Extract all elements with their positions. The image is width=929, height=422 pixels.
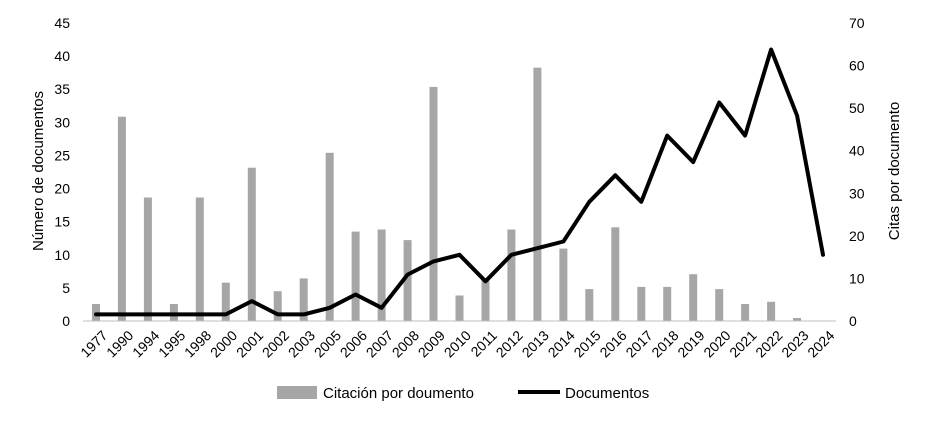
- legend-swatch-bar: [277, 386, 317, 399]
- right-tick-label: 20: [849, 228, 865, 244]
- left-tick-label: 25: [54, 147, 70, 163]
- x-tick-label-2016: 2016: [596, 327, 629, 360]
- x-tick-label-2019: 2019: [674, 327, 707, 360]
- bar-2012: [507, 229, 516, 321]
- x-tick-label-1977: 1977: [77, 327, 110, 360]
- left-axis-title: Número de documentos: [30, 91, 47, 251]
- right-tick-label: 0: [849, 313, 857, 329]
- left-tick-label: 30: [54, 114, 70, 130]
- bar-1994: [143, 197, 152, 321]
- x-tick-label-2024: 2024: [804, 327, 837, 360]
- x-tick-label-2018: 2018: [648, 327, 681, 360]
- left-tick-label: 35: [54, 81, 70, 97]
- legend: Citación por doumento Documentos: [277, 385, 649, 402]
- bar-2020: [715, 289, 724, 321]
- bar-2007: [377, 229, 386, 321]
- x-tick-label-2012: 2012: [493, 327, 526, 360]
- x-tick-label-2013: 2013: [519, 327, 552, 360]
- bar-2019: [689, 274, 698, 321]
- x-tick-label-2017: 2017: [622, 327, 655, 360]
- left-tick-label: 20: [54, 181, 70, 197]
- bar-2013: [533, 67, 542, 321]
- x-tick-label-2003: 2003: [285, 327, 318, 360]
- x-tick-label-2002: 2002: [259, 327, 292, 360]
- bar-2002: [273, 291, 282, 321]
- bar-2011: [481, 278, 490, 321]
- right-tick-label: 30: [849, 185, 865, 201]
- bar-1998: [195, 197, 204, 321]
- left-tick-label: 10: [54, 247, 70, 263]
- x-tick-label-2000: 2000: [207, 327, 240, 360]
- x-tick-label-1998: 1998: [181, 327, 214, 360]
- right-axis-title: Citas por documento: [886, 102, 903, 240]
- right-y-tick-labels: 0 10 20 30 40 50 60 70: [849, 15, 865, 329]
- bar-2003: [299, 278, 308, 321]
- bar-2016: [611, 227, 620, 321]
- bar-2005: [325, 152, 334, 321]
- bar-2009: [429, 86, 438, 322]
- x-tick-label-2011: 2011: [467, 327, 500, 360]
- bar-2018: [663, 286, 672, 321]
- bar-2021: [741, 304, 750, 321]
- bar-2001: [247, 167, 256, 321]
- bar-2000: [221, 282, 230, 321]
- x-tick-label-1994: 1994: [129, 327, 162, 360]
- x-tick-label-2010: 2010: [441, 327, 474, 360]
- left-tick-label: 0: [62, 313, 70, 329]
- bar-2015: [585, 289, 594, 321]
- right-tick-label: 70: [849, 15, 865, 31]
- bar-2017: [637, 286, 646, 321]
- bar-2008: [403, 240, 412, 321]
- right-tick-label: 60: [849, 58, 865, 74]
- bar-2022: [767, 301, 776, 321]
- legend-label-line: Documentos: [565, 385, 649, 402]
- x-tick-label-2014: 2014: [545, 327, 578, 360]
- x-tick-label-2008: 2008: [389, 327, 422, 360]
- x-tick-label-1995: 1995: [155, 327, 188, 360]
- x-tick-label-2001: 2001: [233, 327, 266, 360]
- left-tick-label: 5: [62, 280, 70, 296]
- x-tick-label-1990: 1990: [103, 327, 136, 360]
- x-tick-labels: 1977199019941995199820002001200220032005…: [77, 327, 837, 360]
- right-tick-label: 10: [849, 270, 865, 286]
- bar-1990: [117, 116, 126, 321]
- x-tick-label-2023: 2023: [778, 327, 811, 360]
- bar-2014: [559, 248, 568, 321]
- bar-2006: [351, 231, 360, 321]
- left-tick-label: 40: [54, 48, 70, 64]
- x-tick-label-2009: 2009: [415, 327, 448, 360]
- x-tick-label-2006: 2006: [337, 327, 370, 360]
- x-tick-label-2020: 2020: [700, 327, 733, 360]
- x-tick-label-2015: 2015: [570, 327, 603, 360]
- right-tick-label: 50: [849, 100, 865, 116]
- bar-series-group: [92, 67, 802, 322]
- x-tick-label-2022: 2022: [752, 327, 785, 360]
- right-tick-label: 40: [849, 143, 865, 159]
- left-tick-label: 15: [54, 214, 70, 230]
- left-y-tick-labels: 0 5 10 15 20 25 30 35 40 45: [54, 15, 70, 329]
- x-tick-label-2007: 2007: [363, 327, 396, 360]
- bar-2023: [793, 318, 802, 321]
- x-tick-label-2005: 2005: [311, 327, 344, 360]
- bar-2010: [455, 295, 464, 321]
- left-tick-label: 45: [54, 15, 70, 31]
- x-tick-label-2021: 2021: [726, 327, 759, 360]
- legend-label-bar: Citación por doumento: [323, 385, 474, 402]
- line-series-documentos: [94, 47, 825, 317]
